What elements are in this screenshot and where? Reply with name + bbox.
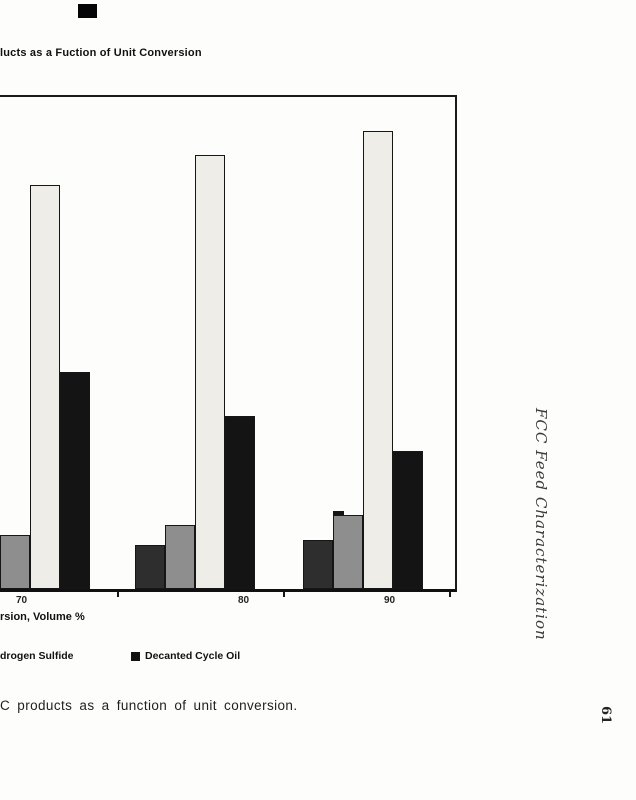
bar-s3-x80 (195, 155, 225, 589)
bar-s2-x70 (0, 535, 30, 589)
x-tick-label-70: 70 (16, 595, 28, 606)
bar-s3-x90 (363, 131, 393, 589)
scan-speck (333, 511, 344, 515)
x-axis-tick (283, 592, 285, 597)
x-tick-label-90: 90 (384, 595, 396, 606)
x-axis-tick (117, 592, 119, 597)
bar-chart-plot (0, 95, 457, 592)
bar-s4-x80 (225, 416, 255, 589)
chart-title: lucts as a Fuction of Unit Conversion (0, 47, 202, 59)
scan-artifact-corner (78, 4, 97, 18)
legend-label: drogen Sulfide (0, 650, 74, 662)
bar-s4-x90 (393, 451, 423, 589)
legend-item-hydrogen-sulfide: drogen Sulfide (0, 650, 74, 662)
bar-s2-x90 (333, 515, 363, 589)
bar-s3-x70 (30, 185, 60, 589)
x-axis-tick (449, 592, 451, 597)
bar-s1-x80 (135, 545, 165, 589)
page-number: 61 (598, 706, 613, 725)
bar-s1-x90 (303, 540, 333, 589)
legend-item-decanted-cycle-oil: Decanted Cycle Oil (131, 650, 240, 662)
x-axis-label: rsion, Volume % (0, 611, 85, 623)
chart-legend: drogen Sulfide Decanted Cycle Oil (0, 650, 460, 664)
figure-caption: C products as a function of unit convers… (0, 698, 298, 713)
running-header-vertical: FCC Feed Characterization (532, 408, 550, 641)
bar-s2-x80 (165, 525, 195, 589)
x-tick-label-80: 80 (238, 595, 250, 606)
bar-s4-x70 (60, 372, 90, 589)
legend-label: Decanted Cycle Oil (145, 650, 241, 662)
legend-marker-square-icon (131, 651, 140, 661)
